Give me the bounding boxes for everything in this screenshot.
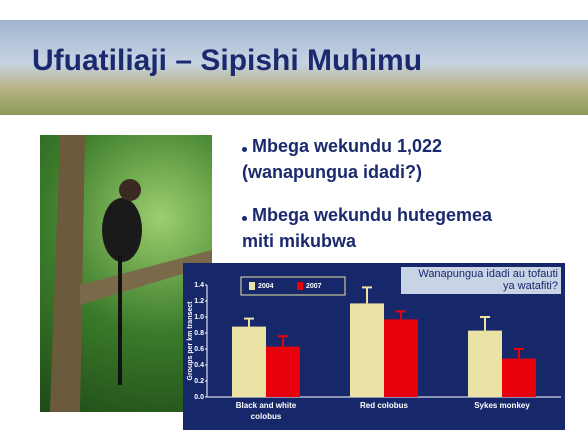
legend-swatch <box>297 282 303 290</box>
legend-box <box>241 277 345 295</box>
y-tick-label: 0.4 <box>194 362 204 369</box>
legend-swatch <box>249 282 255 290</box>
bullet-text: Mbega wekundu 1,022 <box>252 136 442 157</box>
y-tick-label: 0.2 <box>194 378 204 385</box>
bar <box>468 331 502 397</box>
bar <box>266 347 300 397</box>
y-tick-label: 1.4 <box>194 282 204 289</box>
bar <box>384 319 418 397</box>
y-tick-label: 1.0 <box>194 314 204 321</box>
x-tick-label: Black and white colobus <box>226 400 306 422</box>
bullet-text: (wanapungua idadi?) <box>242 162 422 183</box>
bullet-text: miti mikubwa <box>242 231 356 252</box>
slide: Ufuatiliaji – Sipishi Muhimu Mbega wekun… <box>0 0 588 432</box>
bullet-dot <box>242 147 247 152</box>
chart: 0.0 0.2 0.4 0.6 0.8 1.0 1.2 1.4 Groups per km tr… <box>183 263 565 430</box>
y-tick-label: 1.2 <box>194 298 204 305</box>
x-tick-label: Sykes monkey <box>462 400 542 411</box>
bullet-text: Mbega wekundu hutegemea <box>252 205 492 226</box>
x-tick-label: Red colobus <box>344 400 424 411</box>
y-tick-label: 0.8 <box>194 330 204 337</box>
y-axis-label: Groups per km transect <box>187 301 194 381</box>
y-tick-label: 0.6 <box>194 346 204 353</box>
legend-label: 2007 <box>306 283 322 290</box>
bar <box>502 359 536 397</box>
y-tick-label: 0.0 <box>194 394 204 401</box>
legend-label: 2004 <box>258 283 274 290</box>
slide-title: Ufuatiliaji – Sipishi Muhimu <box>32 44 422 78</box>
bullet-dot <box>242 216 247 221</box>
annotation: Wanapungua idadi au tofauti ya watafiti? <box>401 267 561 294</box>
bar <box>350 303 384 397</box>
bar <box>232 327 266 397</box>
